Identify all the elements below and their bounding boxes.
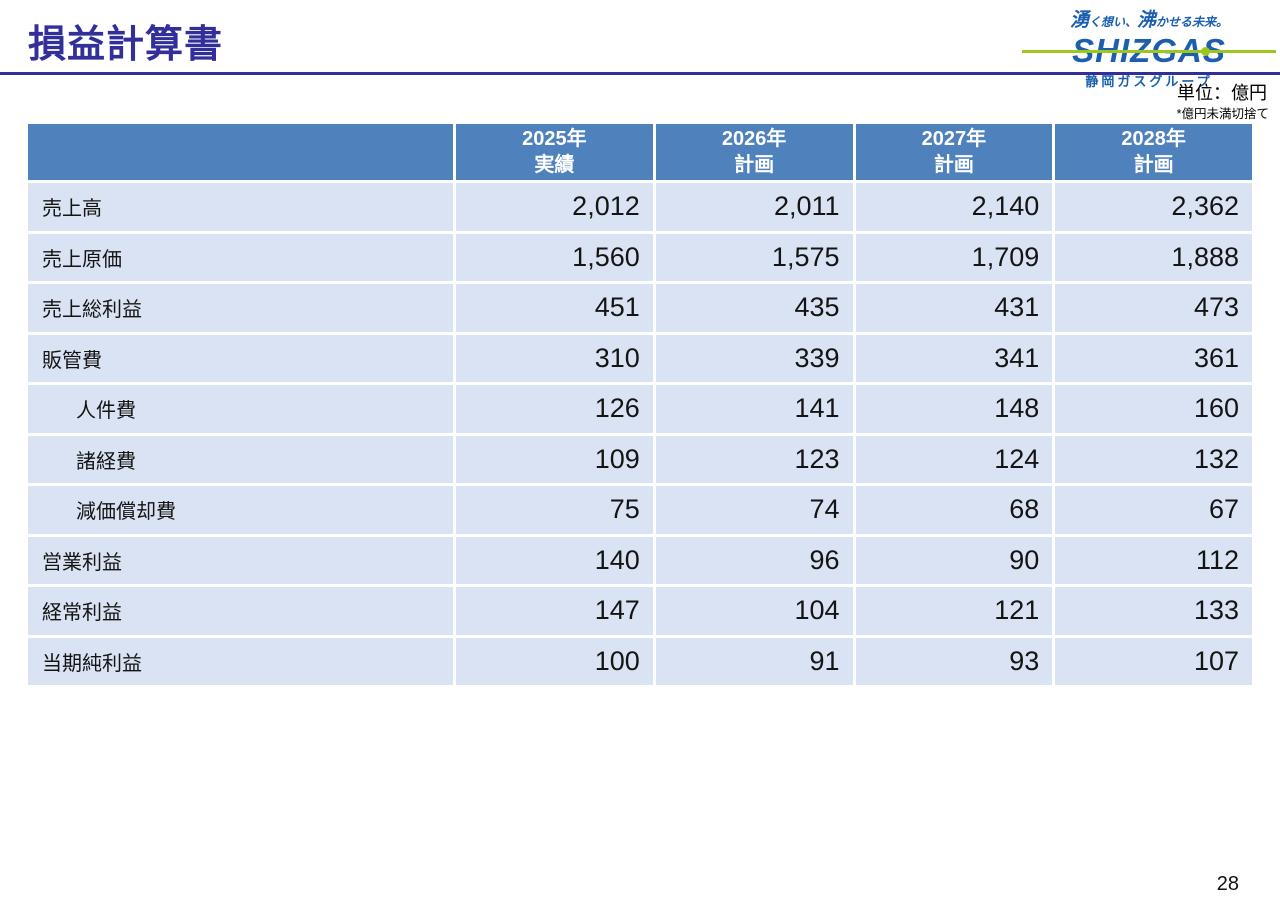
column-header-2027: 2027年 計画 bbox=[855, 124, 1053, 180]
logo-green-line bbox=[1022, 50, 1276, 53]
column-header-year: 2027年 bbox=[921, 128, 987, 150]
cell-value: 1,709 bbox=[855, 233, 1053, 281]
row-label: 売上総利益 bbox=[28, 284, 453, 332]
tagline-segment: 沸 bbox=[1137, 10, 1157, 31]
cell-value: 2,362 bbox=[1055, 183, 1252, 231]
tagline-segment: 湧 bbox=[1069, 10, 1089, 31]
cell-value: 141 bbox=[655, 385, 853, 433]
cell-value: 107 bbox=[1055, 637, 1252, 685]
cell-value: 160 bbox=[1055, 385, 1252, 433]
row-label: 売上高 bbox=[28, 183, 453, 231]
unit-note: 単位：億円 bbox=[1177, 83, 1267, 103]
column-header-2025: 2025年 実績 bbox=[456, 124, 653, 180]
cell-value: 112 bbox=[1055, 536, 1252, 584]
row-label: 当期純利益 bbox=[28, 637, 453, 685]
column-header-year: 2025年 bbox=[522, 128, 587, 150]
column-header-type: 計画 bbox=[1133, 154, 1174, 176]
rounding-note: *億円未満切捨て bbox=[1176, 107, 1269, 121]
cell-value: 148 bbox=[855, 385, 1053, 433]
tagline-segment: かせる未来。 bbox=[1156, 15, 1229, 29]
row-label: 売上原価 bbox=[28, 233, 453, 281]
cell-value: 140 bbox=[456, 536, 653, 584]
row-label: 営業利益 bbox=[28, 536, 453, 584]
cell-value: 133 bbox=[1055, 587, 1252, 635]
page-title: 損益計算書 bbox=[28, 24, 224, 66]
row-label: 諸経費 bbox=[28, 435, 453, 483]
row-label: 減価償却費 bbox=[28, 486, 453, 534]
cell-value: 124 bbox=[855, 435, 1053, 483]
table-corner-header bbox=[28, 124, 453, 180]
column-header-2028: 2028年 計画 bbox=[1055, 124, 1252, 180]
cell-value: 123 bbox=[655, 435, 853, 483]
cell-value: 1,560 bbox=[456, 233, 653, 281]
column-header-type: 計画 bbox=[933, 154, 974, 176]
cell-value: 75 bbox=[456, 486, 653, 534]
cell-value: 451 bbox=[456, 284, 653, 332]
cell-value: 100 bbox=[456, 637, 653, 685]
column-header-type: 実績 bbox=[534, 154, 575, 176]
cell-value: 93 bbox=[855, 637, 1053, 685]
cell-value: 74 bbox=[655, 486, 853, 534]
cell-value: 67 bbox=[1055, 486, 1252, 534]
cell-value: 310 bbox=[456, 334, 653, 382]
row-label: 経常利益 bbox=[28, 587, 453, 635]
cell-value: 90 bbox=[855, 536, 1053, 584]
column-header-type: 計画 bbox=[734, 154, 775, 176]
cell-value: 121 bbox=[855, 587, 1053, 635]
cell-value: 2,140 bbox=[855, 183, 1053, 231]
logo-wordmark-wrap: SHIZGAS bbox=[1022, 32, 1276, 69]
column-header-year: 2028年 bbox=[1121, 128, 1186, 150]
cell-value: 339 bbox=[655, 334, 853, 382]
column-header-2026: 2026年 計画 bbox=[655, 124, 853, 180]
cell-value: 147 bbox=[456, 587, 653, 635]
cell-value: 109 bbox=[456, 435, 653, 483]
pl-table: 2025年 実績 2026年 計画 2027年 計画 2028年 計画 売上高 … bbox=[28, 124, 1252, 685]
cell-value: 1,575 bbox=[655, 233, 853, 281]
cell-value: 126 bbox=[456, 385, 653, 433]
row-label: 人件費 bbox=[28, 385, 453, 433]
logo-subtitle: 静岡ガスグループ bbox=[1085, 74, 1213, 89]
logo-green-dot bbox=[1201, 47, 1210, 56]
cell-value: 431 bbox=[855, 284, 1053, 332]
cell-value: 132 bbox=[1055, 435, 1252, 483]
cell-value: 1,888 bbox=[1055, 233, 1252, 281]
cell-value: 91 bbox=[655, 637, 853, 685]
cell-value: 68 bbox=[855, 486, 1053, 534]
page-number: 28 bbox=[1216, 873, 1239, 895]
cell-value: 2,012 bbox=[456, 183, 653, 231]
tagline-segment: く想い、 bbox=[1088, 15, 1137, 29]
cell-value: 341 bbox=[855, 334, 1053, 382]
row-label: 販管費 bbox=[28, 334, 453, 382]
logo-tagline: 湧く想い、沸かせる未来。 bbox=[1034, 5, 1264, 32]
column-header-year: 2026年 bbox=[721, 128, 787, 150]
cell-value: 104 bbox=[655, 587, 853, 635]
cell-value: 473 bbox=[1055, 284, 1252, 332]
shizgas-logo: 湧く想い、沸かせる未来。 SHIZGAS 静岡ガスグループ bbox=[1022, 5, 1276, 90]
cell-value: 2,011 bbox=[655, 183, 853, 231]
cell-value: 361 bbox=[1055, 334, 1252, 382]
cell-value: 435 bbox=[655, 284, 853, 332]
cell-value: 96 bbox=[655, 536, 853, 584]
header-rule bbox=[0, 72, 1280, 75]
